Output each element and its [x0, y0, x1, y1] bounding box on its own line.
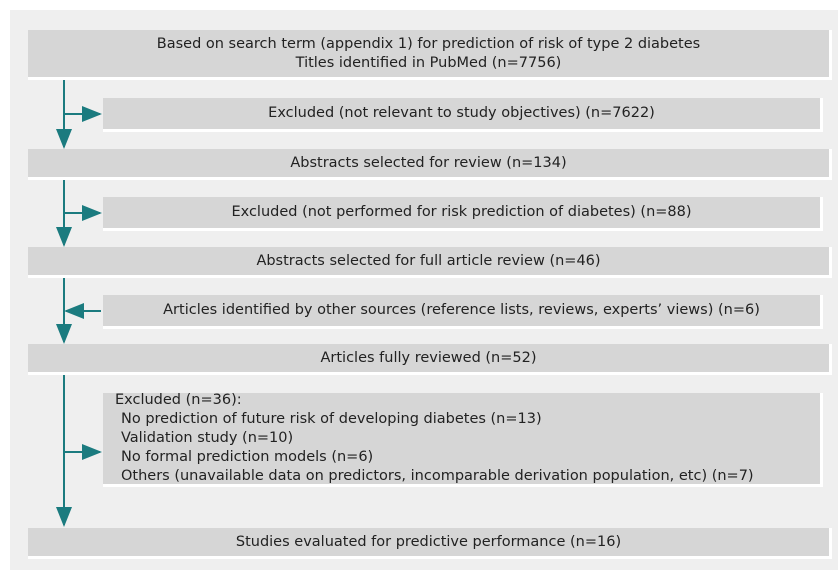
box-text: Abstracts selected for review (n=134) — [290, 154, 567, 171]
flow-box: Excluded (n=36): No prediction of future … — [103, 392, 823, 487]
box-text: Excluded (not relevant to study objectiv… — [268, 105, 655, 121]
box-text: No formal prediction models (n=6) — [121, 449, 374, 465]
box-text: Others (unavailable data on predictors, … — [121, 468, 754, 484]
flow-box: Abstracts selected for review (n=134) — [28, 149, 832, 180]
flow-box: Articles identified by other sources (re… — [103, 295, 823, 329]
box-text: Articles fully reviewed (n=52) — [320, 349, 537, 366]
box-text: Validation study (n=10) — [121, 430, 294, 446]
box-text: Abstracts selected for full article revi… — [256, 252, 601, 269]
box-text: Excluded (n=36): — [115, 392, 242, 408]
flow-box: Excluded (not performed for risk predict… — [103, 197, 823, 231]
box-text: Based on search term (appendix 1) for pr… — [156, 35, 701, 52]
box-text: Excluded (not performed for risk predict… — [231, 204, 692, 220]
box-text: Articles identified by other sources (re… — [163, 302, 760, 318]
box-text: No prediction of future risk of developi… — [121, 411, 542, 427]
flow-box: Articles fully reviewed (n=52) — [28, 344, 832, 375]
flow-box: Excluded (not relevant to study objectiv… — [103, 98, 823, 132]
flow-box: Based on search term (appendix 1) for pr… — [28, 30, 832, 80]
flow-box: Studies evaluated for predictive perform… — [28, 528, 832, 559]
flow-box: Abstracts selected for full article revi… — [28, 247, 832, 278]
box-text: Titles identified in PubMed (n=7756) — [295, 54, 562, 71]
box-text: Studies evaluated for predictive perform… — [235, 533, 622, 550]
